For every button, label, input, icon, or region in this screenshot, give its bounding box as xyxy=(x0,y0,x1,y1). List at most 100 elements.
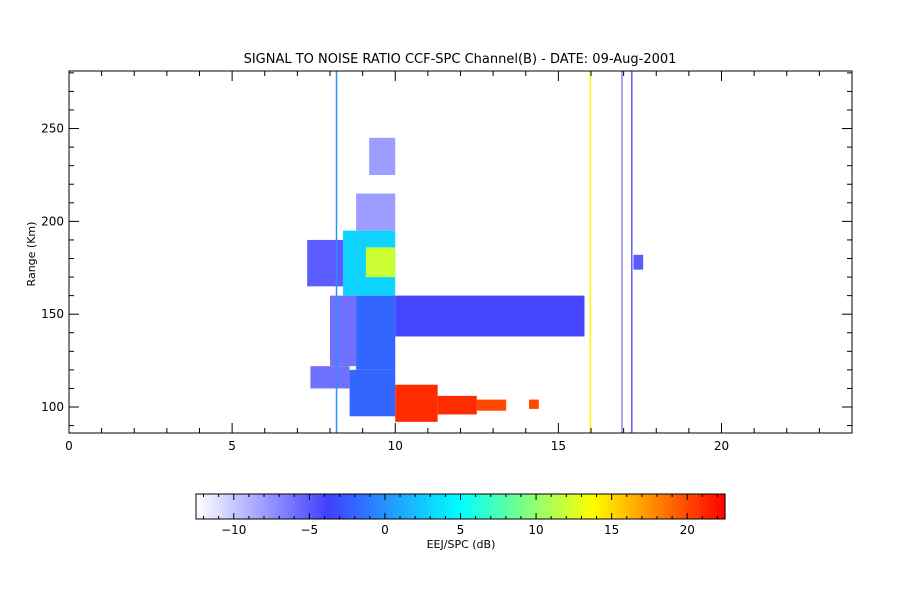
colorbar-swatch xyxy=(543,494,549,519)
colorbar-swatch xyxy=(441,494,446,519)
colorbar-swatch xyxy=(456,494,462,519)
colorbar-swatch xyxy=(709,494,715,519)
colorbar-swatch xyxy=(301,494,307,519)
heatmap-region-5 xyxy=(307,239,344,287)
y-tick-label: 200 xyxy=(41,214,64,228)
colorbar-swatch xyxy=(407,494,412,519)
colorbar-swatch xyxy=(392,494,397,519)
colorbar-swatch xyxy=(694,494,700,519)
colorbar-swatch xyxy=(706,494,711,519)
colorbar-swatch xyxy=(645,494,651,519)
colorbar-swatch xyxy=(509,494,514,519)
colorbar-swatch xyxy=(611,494,617,519)
colorbar-swatch xyxy=(717,494,722,519)
y-axis-label: Range (Km) xyxy=(25,222,38,287)
colorbar-swatch xyxy=(536,494,541,519)
colorbar-swatch xyxy=(271,494,276,519)
colorbar-swatch xyxy=(460,494,465,519)
colorbar-swatch xyxy=(483,494,488,519)
colorbar-swatch xyxy=(222,494,227,519)
heatmap-region-11 xyxy=(476,399,507,411)
colorbar-swatch xyxy=(354,494,360,519)
colorbar-swatch xyxy=(267,494,273,519)
colorbar-swatch xyxy=(668,494,673,519)
colorbar-swatch xyxy=(517,494,522,519)
colorbar-swatch xyxy=(468,494,473,519)
heatmap-region-7 xyxy=(356,193,396,231)
colorbar-swatch xyxy=(622,494,628,519)
colorbar-swatch xyxy=(698,494,703,519)
colorbar-tick-label: −10 xyxy=(221,523,246,537)
colorbar-swatch xyxy=(690,494,696,519)
colorbar-swatch xyxy=(524,494,530,519)
colorbar-swatch xyxy=(675,494,681,519)
colorbar-swatch xyxy=(513,494,518,519)
colorbar-swatch xyxy=(290,494,295,519)
colorbar-swatch xyxy=(324,494,329,519)
colorbar-swatch xyxy=(248,494,254,519)
colorbar-swatch xyxy=(577,494,583,519)
chart-title: SIGNAL TO NOISE RATIO CCF-SPC Channel(B)… xyxy=(244,52,677,67)
colorbar-swatch xyxy=(362,494,367,519)
colorbar-swatch xyxy=(596,494,601,519)
colorbar-tick-label: 20 xyxy=(680,523,695,537)
colorbar-swatch xyxy=(388,494,394,519)
colorbar-swatch xyxy=(403,494,409,519)
colorbar-swatch xyxy=(520,494,526,519)
colorbar-swatch xyxy=(214,494,220,519)
colorbar-swatch xyxy=(566,494,571,519)
colorbar-swatch xyxy=(252,494,258,519)
heatmap-region-6 xyxy=(365,247,396,278)
colorbar-swatch xyxy=(638,494,643,519)
colorbar-swatch xyxy=(245,494,250,519)
colorbar-swatch xyxy=(275,494,280,519)
x-tick-label: 5 xyxy=(228,439,236,453)
y-tick-label: 150 xyxy=(41,307,64,321)
colorbar-swatch xyxy=(264,494,269,519)
colorbar-swatch xyxy=(343,494,348,519)
colorbar-swatch xyxy=(226,494,231,519)
colorbar-tick-label: 5 xyxy=(457,523,465,537)
colorbar-swatch xyxy=(199,494,205,519)
plot-frame xyxy=(68,70,853,434)
colorbar-swatch xyxy=(702,494,707,519)
colorbar-swatch xyxy=(373,494,378,519)
colorbar-tick-label: 10 xyxy=(528,523,543,537)
colorbar-tick-label: −5 xyxy=(301,523,319,537)
colorbar-swatch xyxy=(494,494,499,519)
colorbar-swatch xyxy=(279,494,284,519)
colorbar-swatch xyxy=(664,494,669,519)
colorbar-swatch xyxy=(505,494,511,519)
colorbar-swatch xyxy=(547,494,552,519)
colorbar-swatch xyxy=(479,494,484,519)
colorbar-swatch xyxy=(320,494,326,519)
colorbar-swatch xyxy=(721,494,726,519)
colorbar-swatch xyxy=(475,494,480,519)
colorbar-swatch xyxy=(588,494,594,519)
colorbar-swatch xyxy=(309,494,314,519)
colorbar-swatch xyxy=(641,494,647,519)
colorbar-swatch xyxy=(490,494,496,519)
colorbar-swatch xyxy=(218,494,224,519)
colorbar-swatch xyxy=(656,494,662,519)
colorbar-swatch xyxy=(298,494,303,519)
colorbar-swatch xyxy=(532,494,537,519)
x-tick-label: 0 xyxy=(65,439,73,453)
heatmap-region-14 xyxy=(633,254,644,270)
colorbar-swatch xyxy=(196,494,201,519)
colorbar-swatch xyxy=(377,494,382,519)
colorbar-swatch xyxy=(649,494,654,519)
colorbar-swatch xyxy=(630,494,635,519)
colorbar-swatch xyxy=(347,494,352,519)
colorbar-swatch xyxy=(679,494,685,519)
colorbar-swatch xyxy=(502,494,507,519)
colorbar-swatch xyxy=(498,494,503,519)
colorbar-swatch xyxy=(660,494,666,519)
y-tick-label: 100 xyxy=(41,400,64,414)
colorbar-swatch xyxy=(672,494,677,519)
colorbar-swatch xyxy=(539,494,545,519)
colorbar-swatch xyxy=(551,494,556,519)
colorbar-swatch xyxy=(260,494,265,519)
colorbar-swatch xyxy=(366,494,371,519)
colorbar-swatch xyxy=(554,494,560,519)
